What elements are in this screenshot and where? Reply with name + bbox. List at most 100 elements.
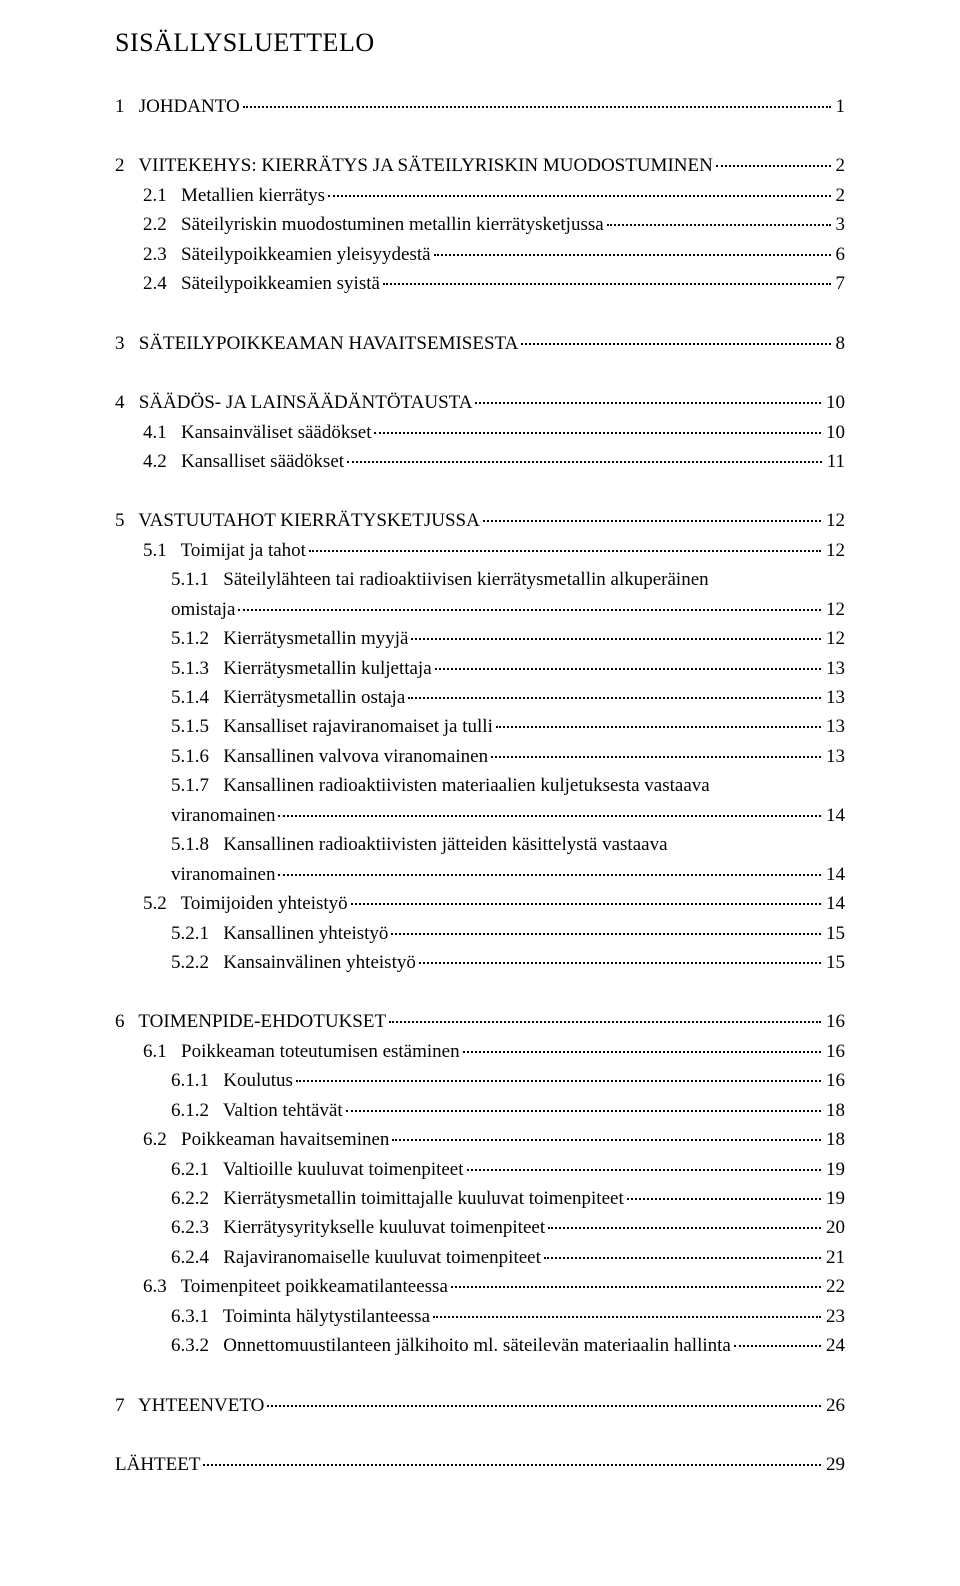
leader-dots xyxy=(391,933,821,935)
leader-dots xyxy=(716,165,831,167)
toc-entry-page: 19 xyxy=(824,1155,845,1184)
toc-entry-label: 4.1 Kansainväliset säädökset xyxy=(143,418,371,447)
toc-entry: 6.2.1 Valtioille kuuluvat toimenpiteet19 xyxy=(115,1155,845,1184)
toc-entry: 6.1 Poikkeaman toteutumisen estäminen16 xyxy=(115,1037,845,1066)
toc-entry-label: 5 VASTUUTAHOT KIERRÄTYSKETJUSSA xyxy=(115,506,480,535)
toc-entry-label: 5.1.8 Kansallinen radioaktiivisten jätte… xyxy=(171,830,668,859)
leader-dots xyxy=(433,1316,821,1318)
leader-dots xyxy=(419,962,821,964)
toc-entry: 5.1 Toimijat ja tahot12 xyxy=(115,536,845,565)
toc-entry-label: 6.1.1 Koulutus xyxy=(171,1066,293,1095)
toc-entry: 6.1.1 Koulutus16 xyxy=(115,1066,845,1095)
toc-entry-page: 13 xyxy=(824,683,845,712)
toc-list: 1 JOHDANTO12 VIITEKEHYS: KIERRÄTYS JA SÄ… xyxy=(115,92,845,1480)
leader-dots xyxy=(734,1345,821,1347)
toc-entry-label: 6.1 Poikkeaman toteutumisen estäminen xyxy=(143,1037,460,1066)
toc-entry: 5.1.4 Kierrätysmetallin ostaja 13 xyxy=(115,683,845,712)
toc-entry-label: 6.2.3 Kierrätysyritykselle kuuluvat toim… xyxy=(171,1213,545,1242)
toc-entry: 5.1.5 Kansalliset rajaviranomaiset ja tu… xyxy=(115,712,845,741)
toc-entry: 5.2 Toimijoiden yhteistyö 14 xyxy=(115,889,845,918)
toc-entry-page: 14 xyxy=(824,889,845,918)
leader-dots xyxy=(351,903,821,905)
leader-dots xyxy=(434,254,831,256)
toc-entry-label: 5.1.4 Kierrätysmetallin ostaja xyxy=(171,683,405,712)
toc-entry-label: 2.1 Metallien kierrätys xyxy=(143,181,325,210)
toc-entry: 5.1.7 Kansallinen radioaktiivisten mater… xyxy=(115,771,845,800)
toc-entry-page: 12 xyxy=(824,506,845,535)
toc-entry-continuation: omistaja12 xyxy=(115,595,845,624)
toc-entry-label: 2.2 Säteilyriskin muodostuminen metallin… xyxy=(143,210,604,239)
toc-entry-continuation: viranomainen 14 xyxy=(115,860,845,889)
toc-entry-page: 11 xyxy=(825,447,845,476)
toc-entry-label: 5.1.3 Kierrätysmetallin kuljettaja xyxy=(171,654,432,683)
leader-dots xyxy=(463,1051,821,1053)
toc-entry: 6.3 Toimenpiteet poikkeamatilanteessa22 xyxy=(115,1272,845,1301)
toc-entry-page: 15 xyxy=(824,948,845,977)
toc-entry: 2.4 Säteilypoikkeamien syistä7 xyxy=(115,269,845,298)
spacer xyxy=(115,977,845,1007)
spacer xyxy=(115,1361,845,1391)
toc-entry-page: 13 xyxy=(824,654,845,683)
leader-dots xyxy=(475,402,821,404)
leader-dots xyxy=(389,1021,821,1023)
toc-entry: 4.1 Kansainväliset säädökset10 xyxy=(115,418,845,447)
leader-dots xyxy=(278,874,821,876)
leader-dots xyxy=(496,726,821,728)
toc-entry: 2.2 Säteilyriskin muodostuminen metallin… xyxy=(115,210,845,239)
toc-entry: 5 VASTUUTAHOT KIERRÄTYSKETJUSSA 12 xyxy=(115,506,845,535)
toc-entry: 5.1.1 Säteilylähteen tai radioaktiivisen… xyxy=(115,565,845,594)
toc-entry-label: 6.3.1 Toiminta hälytystilanteessa xyxy=(171,1302,430,1331)
leader-dots xyxy=(411,638,821,640)
toc-entry-page: 24 xyxy=(824,1331,845,1360)
toc-entry: 2.1 Metallien kierrätys2 xyxy=(115,181,845,210)
toc-entry-label: 6.2 Poikkeaman havaitseminen xyxy=(143,1125,389,1154)
toc-entry: 5.1.8 Kansallinen radioaktiivisten jätte… xyxy=(115,830,845,859)
toc-entry: 1 JOHDANTO1 xyxy=(115,92,845,121)
toc-entry: 6.2 Poikkeaman havaitseminen18 xyxy=(115,1125,845,1154)
toc-entry-page: 18 xyxy=(824,1096,845,1125)
toc-entry: 4.2 Kansalliset säädökset 11 xyxy=(115,447,845,476)
toc-entry: 6.3.1 Toiminta hälytystilanteessa23 xyxy=(115,1302,845,1331)
toc-entry-label: 6.3.2 Onnettomuustilanteen jälkihoito ml… xyxy=(171,1331,731,1360)
toc-entry-label: omistaja xyxy=(171,595,235,624)
toc-entry-label: LÄHTEET xyxy=(115,1450,200,1479)
toc-entry-page: 12 xyxy=(824,536,845,565)
toc-entry-label: 5.1.1 Säteilylähteen tai radioaktiivisen… xyxy=(171,565,709,594)
toc-entry: 6.1.2 Valtion tehtävät18 xyxy=(115,1096,845,1125)
leader-dots xyxy=(203,1464,821,1466)
toc-entry: 6.2.4 Rajaviranomaiselle kuuluvat toimen… xyxy=(115,1243,845,1272)
leader-dots xyxy=(267,1405,821,1407)
toc-entry-label: 5.1.7 Kansallinen radioaktiivisten mater… xyxy=(171,771,710,800)
toc-entry-page: 14 xyxy=(824,860,845,889)
leader-dots xyxy=(278,815,821,817)
toc-page: SISÄLLYSLUETTELO 1 JOHDANTO12 VIITEKEHYS… xyxy=(0,0,960,1586)
toc-entry: 5.1.3 Kierrätysmetallin kuljettaja 13 xyxy=(115,654,845,683)
toc-entry-page: 7 xyxy=(834,269,846,298)
toc-entry-page: 22 xyxy=(824,1272,845,1301)
toc-entry-page: 15 xyxy=(824,919,845,948)
toc-entry-page: 13 xyxy=(824,712,845,741)
toc-entry-page: 13 xyxy=(824,742,845,771)
toc-entry: 2.3 Säteilypoikkeamien yleisyydestä6 xyxy=(115,240,845,269)
leader-dots xyxy=(238,609,821,611)
page-title: SISÄLLYSLUETTELO xyxy=(115,28,845,58)
leader-dots xyxy=(346,1110,821,1112)
toc-entry-page: 14 xyxy=(824,801,845,830)
leader-dots xyxy=(296,1080,821,1082)
leader-dots xyxy=(548,1227,821,1229)
toc-entry-label: 5.2 Toimijoiden yhteistyö xyxy=(143,889,348,918)
spacer xyxy=(115,121,845,151)
spacer xyxy=(115,476,845,506)
toc-entry-label: 2.3 Säteilypoikkeamien yleisyydestä xyxy=(143,240,431,269)
toc-entry: 6.3.2 Onnettomuustilanteen jälkihoito ml… xyxy=(115,1331,845,1360)
toc-entry-label: 4.2 Kansalliset säädökset xyxy=(143,447,344,476)
toc-entry-label: 6.2.4 Rajaviranomaiselle kuuluvat toimen… xyxy=(171,1243,541,1272)
toc-entry-page: 2 xyxy=(834,151,846,180)
toc-entry-label: 1 JOHDANTO xyxy=(115,92,240,121)
spacer xyxy=(115,299,845,329)
toc-entry-label: viranomainen xyxy=(171,860,275,889)
leader-dots xyxy=(491,756,821,758)
toc-entry-label: viranomainen xyxy=(171,801,275,830)
toc-entry-label: 3 SÄTEILYPOIKKEAMAN HAVAITSEMISESTA xyxy=(115,329,518,358)
toc-entry-page: 3 xyxy=(834,210,846,239)
